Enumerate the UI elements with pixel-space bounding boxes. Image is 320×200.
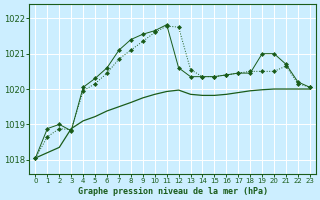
- X-axis label: Graphe pression niveau de la mer (hPa): Graphe pression niveau de la mer (hPa): [78, 187, 268, 196]
